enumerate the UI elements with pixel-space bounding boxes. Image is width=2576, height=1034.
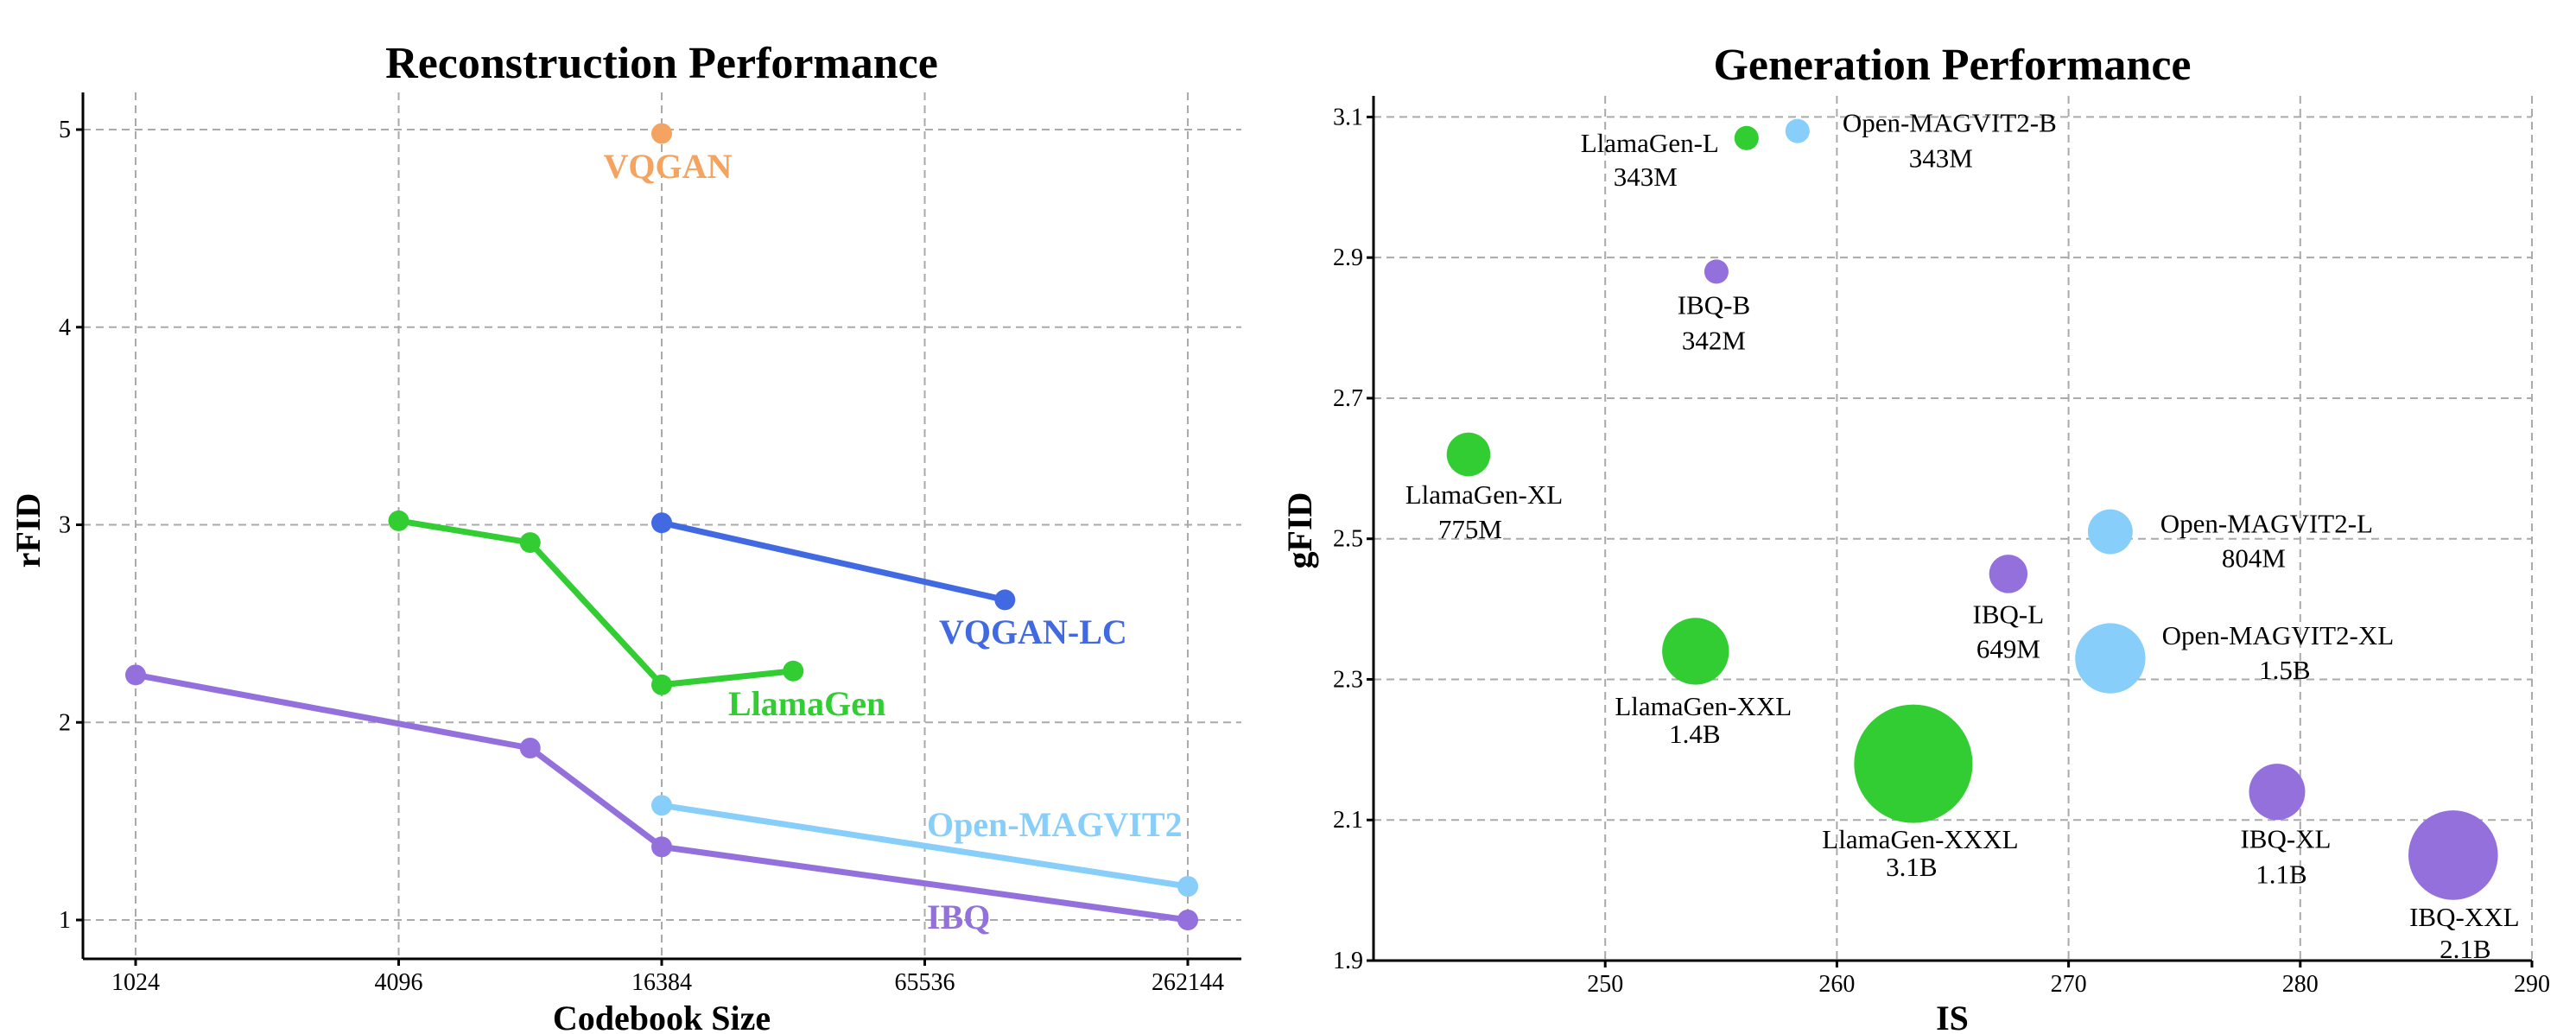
chart-title: Reconstruction Performance <box>385 39 938 88</box>
point-label: IBQ-B <box>1678 289 1750 320</box>
data-point <box>1177 910 1198 930</box>
y-tick-label: 1.9 <box>1333 948 1363 974</box>
bubble-ibq-b <box>1704 259 1729 284</box>
point-label: IBQ-XL <box>2240 824 2331 854</box>
x-tick-label: 260 <box>1818 971 1855 998</box>
data-point <box>783 660 804 682</box>
point-label: LlamaGen-XL <box>1405 479 1563 510</box>
x-tick-label: 280 <box>2282 971 2319 998</box>
y-tick-label: 2.7 <box>1333 385 1363 412</box>
point-size-label: 1.5B <box>2259 655 2310 685</box>
x-tick-label: 4096 <box>375 969 423 996</box>
point-size-label: 343M <box>1614 162 1678 192</box>
y-tick-label: 5 <box>59 117 71 143</box>
point-label: Open-MAGVIT2-XL <box>2162 620 2395 650</box>
data-point <box>519 532 541 554</box>
series-label: LlamaGen <box>728 684 885 723</box>
point-size-label: 342M <box>1682 325 1746 355</box>
y-tick-label: 2.5 <box>1333 526 1363 553</box>
data-point <box>651 512 672 534</box>
series-label: VQGAN <box>604 147 733 186</box>
data-point <box>651 674 672 695</box>
y-tick-label: 2 <box>59 709 71 736</box>
series-line-vqgan-lc <box>661 519 1006 603</box>
bubble-open-magvit2-xl <box>2075 623 2146 694</box>
y-tick-label: 2.9 <box>1333 244 1363 271</box>
data-point <box>519 737 541 758</box>
y-tick-label: 3.1 <box>1333 104 1363 130</box>
data-point <box>388 510 409 531</box>
y-tick-label: 3 <box>59 512 71 539</box>
point-label: LlamaGen-XXL <box>1615 691 1792 721</box>
series-label: Open-MAGVIT2 <box>927 805 1183 844</box>
point-label: Open-MAGVIT2-B <box>1843 108 2057 138</box>
bubble-llamagen-xxxl <box>1854 704 1973 823</box>
series-label: VQGAN-LC <box>939 612 1127 651</box>
bubble-llamagen-l <box>1734 125 1759 150</box>
point-label: LlamaGen-L <box>1581 128 1719 158</box>
x-tick-label: 290 <box>2514 971 2550 998</box>
x-tick-label: 16384 <box>631 969 692 996</box>
x-tick-label: 1024 <box>111 969 160 996</box>
point-size-label: 2.1B <box>2440 934 2490 964</box>
bubble-llamagen-xl <box>1446 432 1491 477</box>
bubble-open-magvit2-l <box>2087 509 2133 555</box>
data-point <box>651 836 672 858</box>
data-point <box>651 795 672 816</box>
x-axis-label: IS <box>1936 999 1969 1034</box>
x-tick-label: 270 <box>2051 971 2087 998</box>
data-point <box>125 664 146 686</box>
series-line-open-magvit2 <box>661 802 1189 890</box>
point-label: Open-MAGVIT2-L <box>2160 509 2373 539</box>
y-tick-label: 2.3 <box>1333 666 1363 693</box>
data-point <box>1177 876 1198 898</box>
series-line-ibq <box>135 671 1189 923</box>
point-label: LlamaGen-XXXL <box>1822 824 2018 854</box>
bubble-ibq-l <box>1989 555 2028 593</box>
bubble-ibq-xl <box>2249 764 2306 821</box>
point-size-label: 343M <box>1909 143 1973 174</box>
x-tick-label: 250 <box>1587 971 1623 998</box>
bubble-ibq-xxl <box>2408 810 2498 900</box>
x-tick-label: 262144 <box>1152 969 1224 996</box>
chart-title: Generation Performance <box>1713 41 2191 90</box>
series-line-llamagen <box>397 517 794 688</box>
point-label: IBQ-XXL <box>2409 902 2519 932</box>
point-size-label: 649M <box>1976 633 2040 663</box>
y-axis-label: rFID <box>9 493 48 568</box>
point-size-label: 3.1B <box>1886 852 1937 882</box>
y-axis-label: gFID <box>1280 492 1319 569</box>
point-size-label: 1.4B <box>1669 719 1720 749</box>
series-label: IBQ <box>927 898 990 936</box>
y-tick-label: 2.1 <box>1333 807 1363 834</box>
point-size-label: 775M <box>1438 514 1502 544</box>
point-label: IBQ-L <box>1973 599 2045 629</box>
y-tick-label: 4 <box>59 314 71 341</box>
bubble-llamagen-xxl <box>1662 618 1729 685</box>
point-size-label: 804M <box>2222 543 2286 574</box>
x-axis-label: Codebook Size <box>553 999 771 1034</box>
y-tick-label: 1 <box>59 907 71 934</box>
generation-chart: Generation Performance IS gFID 250 260 270… <box>1280 41 2550 1034</box>
data-point <box>994 589 1016 611</box>
x-tick-label: 65536 <box>895 969 955 996</box>
point-size-label: 1.1B <box>2256 860 2306 890</box>
data-point <box>651 123 672 144</box>
reconstruction-chart: Reconstruction Performance Codebook Size… <box>9 39 1241 1034</box>
bubble-open-magvit2-b <box>1785 118 1810 143</box>
